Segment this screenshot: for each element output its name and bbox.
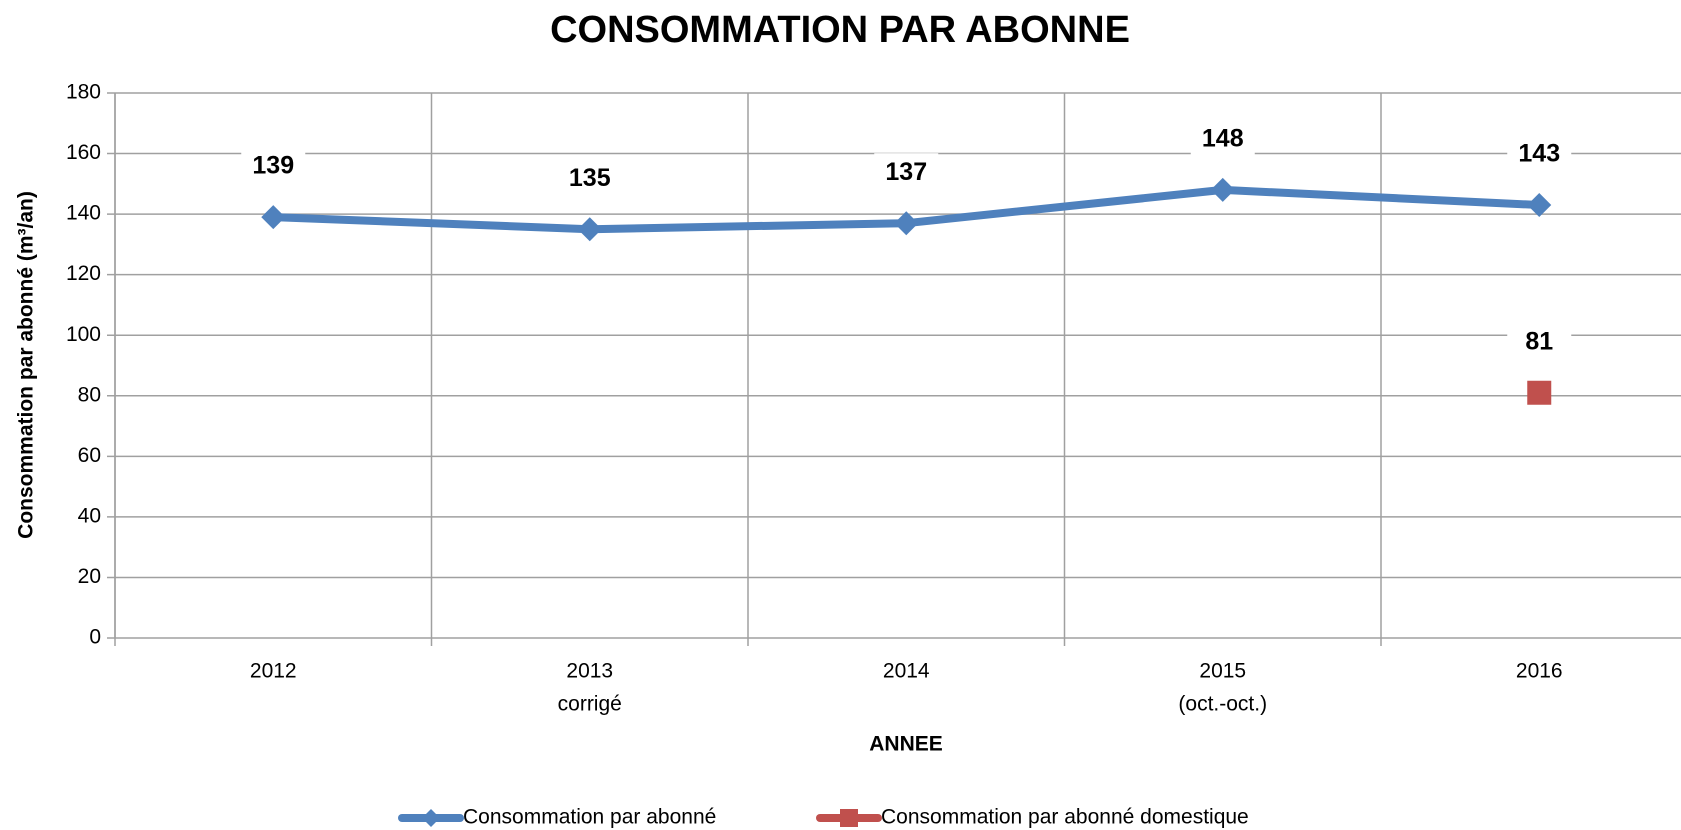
y-tick-label: 80 bbox=[78, 383, 101, 406]
x-tick-label: 2016 bbox=[1516, 660, 1563, 683]
legend-label: Consommation par abonné bbox=[463, 806, 716, 829]
label-bg bbox=[1507, 135, 1572, 176]
x-tick-label: 2012 bbox=[250, 660, 297, 683]
chart-title: CONSOMMATION PAR ABONNE bbox=[550, 9, 1130, 51]
marker bbox=[577, 217, 602, 242]
legend-marker bbox=[422, 809, 440, 827]
x-tick-label: 2015 bbox=[1199, 660, 1246, 683]
x-tick-label: 2014 bbox=[883, 660, 930, 683]
x-tick-label: corrigé bbox=[558, 693, 622, 716]
y-tick-label: 60 bbox=[78, 444, 101, 467]
y-tick-label: 160 bbox=[66, 141, 101, 164]
label-bg bbox=[1507, 322, 1572, 363]
legend-item: Consommation par abonné bbox=[398, 806, 716, 829]
label-bg bbox=[874, 153, 939, 194]
marker bbox=[894, 211, 919, 236]
marker bbox=[1210, 177, 1235, 202]
y-tick-label: 0 bbox=[89, 626, 101, 649]
y-tick-label: 20 bbox=[78, 565, 101, 588]
y-tick-label: 40 bbox=[78, 504, 101, 527]
data-label: 143 bbox=[1518, 140, 1560, 168]
legend-item: Consommation par abonné domestique bbox=[816, 806, 1249, 829]
x-axis-label: ANNEE bbox=[869, 733, 943, 756]
y-tick-label: 180 bbox=[66, 81, 101, 104]
y-tick-label: 120 bbox=[66, 262, 101, 285]
label-bg bbox=[557, 159, 622, 200]
marker bbox=[1527, 380, 1552, 405]
x-tick-label: (oct.-oct.) bbox=[1178, 693, 1267, 716]
label-bg bbox=[241, 147, 306, 188]
data-label: 139 bbox=[252, 152, 294, 180]
label-bg bbox=[1190, 119, 1255, 160]
x-tick-label: 2013 bbox=[566, 660, 613, 683]
y-tick-label: 140 bbox=[66, 202, 101, 225]
legend-marker bbox=[840, 809, 858, 827]
data-label: 137 bbox=[885, 158, 927, 186]
data-label: 148 bbox=[1202, 124, 1244, 152]
marker bbox=[261, 205, 286, 230]
data-label: 81 bbox=[1525, 327, 1553, 355]
marker bbox=[1527, 193, 1552, 218]
data-label: 135 bbox=[569, 164, 611, 192]
legend-label: Consommation par abonné domestique bbox=[881, 806, 1249, 829]
y-axis-label: Consommation par abonné (m³/an) bbox=[15, 191, 38, 539]
y-tick-label: 100 bbox=[66, 323, 101, 346]
